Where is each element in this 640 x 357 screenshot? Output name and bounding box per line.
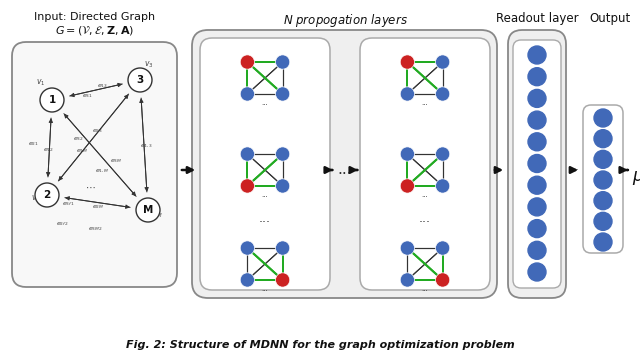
- Text: $e_{4,3}$: $e_{4,3}$: [140, 143, 153, 150]
- Text: Readout layer: Readout layer: [496, 12, 579, 25]
- Circle shape: [400, 55, 415, 69]
- Text: ...: ...: [262, 100, 268, 106]
- Text: ...: ...: [262, 192, 268, 198]
- FancyBboxPatch shape: [583, 105, 623, 253]
- Circle shape: [594, 212, 612, 230]
- Circle shape: [528, 133, 546, 151]
- Circle shape: [128, 68, 152, 92]
- Text: $\mu$: $\mu$: [632, 169, 640, 187]
- Text: $v_3$: $v_3$: [144, 59, 154, 70]
- Circle shape: [528, 155, 546, 172]
- Text: $e_{3f1}$: $e_{3f1}$: [62, 200, 74, 208]
- Circle shape: [40, 88, 64, 112]
- Circle shape: [435, 273, 450, 287]
- Text: 2: 2: [44, 190, 51, 200]
- Circle shape: [240, 179, 255, 193]
- Text: $e_{3M}$: $e_{3M}$: [110, 157, 122, 165]
- Text: $v_1$: $v_1$: [36, 77, 45, 87]
- Text: $e_{1,M}$: $e_{1,M}$: [95, 168, 109, 175]
- Circle shape: [240, 273, 255, 287]
- Circle shape: [528, 89, 546, 107]
- Circle shape: [275, 241, 290, 255]
- Circle shape: [594, 233, 612, 251]
- Circle shape: [275, 147, 290, 161]
- Text: $e_{12}$: $e_{12}$: [43, 146, 54, 154]
- Text: $e_{2M}$: $e_{2M}$: [92, 203, 104, 211]
- Circle shape: [528, 176, 546, 194]
- Circle shape: [136, 198, 160, 222]
- Text: ...: ...: [262, 286, 268, 292]
- Circle shape: [528, 46, 546, 64]
- Text: ...: ...: [338, 162, 352, 177]
- Text: Fig. 2: Structure of MDNN for the graph optimization problem: Fig. 2: Structure of MDNN for the graph …: [125, 340, 515, 350]
- Circle shape: [594, 192, 612, 210]
- Circle shape: [240, 55, 255, 69]
- Circle shape: [400, 273, 415, 287]
- Circle shape: [528, 263, 546, 281]
- Text: $e_{32}$: $e_{32}$: [73, 135, 84, 143]
- Circle shape: [528, 198, 546, 216]
- Circle shape: [240, 241, 255, 255]
- Circle shape: [435, 147, 450, 161]
- Text: $\cdots$: $\cdots$: [85, 182, 95, 192]
- Circle shape: [400, 241, 415, 255]
- Circle shape: [400, 87, 415, 101]
- Circle shape: [594, 150, 612, 169]
- Text: 3: 3: [136, 75, 143, 85]
- Text: $v_2$: $v_2$: [31, 193, 40, 203]
- Circle shape: [528, 68, 546, 86]
- Text: ...: ...: [259, 211, 271, 225]
- Text: $e_{23}$: $e_{23}$: [92, 127, 103, 135]
- FancyBboxPatch shape: [192, 30, 497, 298]
- Circle shape: [435, 55, 450, 69]
- Text: $e_{21}$: $e_{21}$: [28, 140, 39, 148]
- Text: $e_{31}$: $e_{31}$: [82, 92, 93, 100]
- Text: $N$ propogation layers: $N$ propogation layers: [282, 12, 408, 29]
- Circle shape: [435, 87, 450, 101]
- Circle shape: [594, 171, 612, 189]
- Circle shape: [400, 147, 415, 161]
- Circle shape: [528, 111, 546, 129]
- Circle shape: [435, 241, 450, 255]
- Circle shape: [594, 130, 612, 148]
- FancyBboxPatch shape: [360, 38, 490, 290]
- Text: ...: ...: [569, 162, 580, 172]
- Text: M: M: [143, 205, 153, 215]
- Text: $e_{1M}$: $e_{1M}$: [76, 147, 88, 155]
- Text: ...: ...: [422, 286, 428, 292]
- FancyBboxPatch shape: [508, 30, 566, 298]
- Circle shape: [400, 179, 415, 193]
- Circle shape: [240, 147, 255, 161]
- Circle shape: [594, 109, 612, 127]
- Text: $e_{13}$: $e_{13}$: [97, 82, 108, 90]
- Circle shape: [275, 87, 290, 101]
- Circle shape: [275, 273, 290, 287]
- FancyBboxPatch shape: [513, 40, 561, 288]
- Circle shape: [528, 220, 546, 238]
- Text: ...: ...: [422, 192, 428, 198]
- FancyBboxPatch shape: [200, 38, 330, 290]
- Text: $e_{2f2}$: $e_{2f2}$: [56, 220, 68, 228]
- Text: ...: ...: [422, 100, 428, 106]
- Text: ...: ...: [419, 211, 431, 225]
- Text: 1: 1: [49, 95, 56, 105]
- Circle shape: [275, 179, 290, 193]
- Text: Output: Output: [589, 12, 630, 25]
- Text: Input: Directed Graph: Input: Directed Graph: [35, 12, 156, 22]
- Circle shape: [435, 179, 450, 193]
- Text: $G = (\mathcal{V}, \mathcal{E}, \mathbf{Z}, \mathbf{A})$: $G = (\mathcal{V}, \mathcal{E}, \mathbf{…: [56, 24, 134, 37]
- Text: $e_{3M2}$: $e_{3M2}$: [88, 225, 103, 233]
- Text: $v_M$: $v_M$: [152, 209, 163, 220]
- Circle shape: [275, 55, 290, 69]
- Circle shape: [35, 183, 59, 207]
- Circle shape: [528, 241, 546, 259]
- FancyBboxPatch shape: [12, 42, 177, 287]
- Circle shape: [240, 87, 255, 101]
